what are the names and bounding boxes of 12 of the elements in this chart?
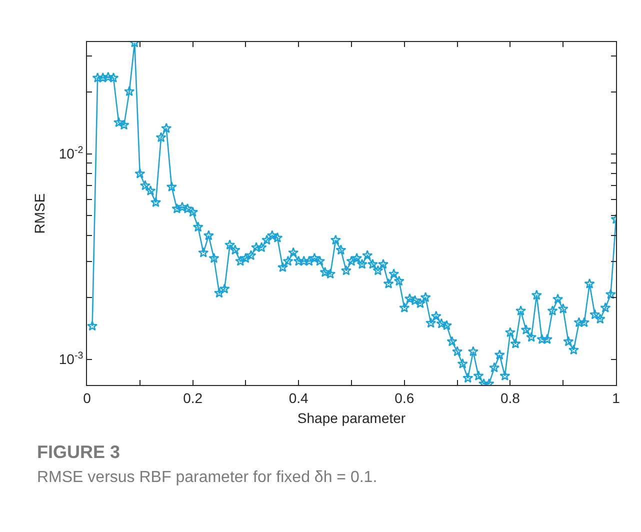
y-tick-label: 10$^{-2}$ [58,144,84,162]
x-tick-label: 0.6 [394,390,414,406]
x-tick-label: 0.4 [288,390,309,406]
x-tick-label: 1 [612,390,620,406]
y-axis-title: RMSE [32,193,48,234]
x-tick-label: 0.2 [183,390,203,406]
x-tick-label: 0.8 [500,390,520,406]
text: FIGURE 3 [37,442,122,463]
y-tick-label: 10$^{-3}$ [58,350,84,368]
text: RMSE versus RBF parameter for fixed δh = 0.1. [37,469,378,487]
x-axis-title: Shape parameter [297,410,406,426]
x-tick-label: 0 [83,390,92,406]
